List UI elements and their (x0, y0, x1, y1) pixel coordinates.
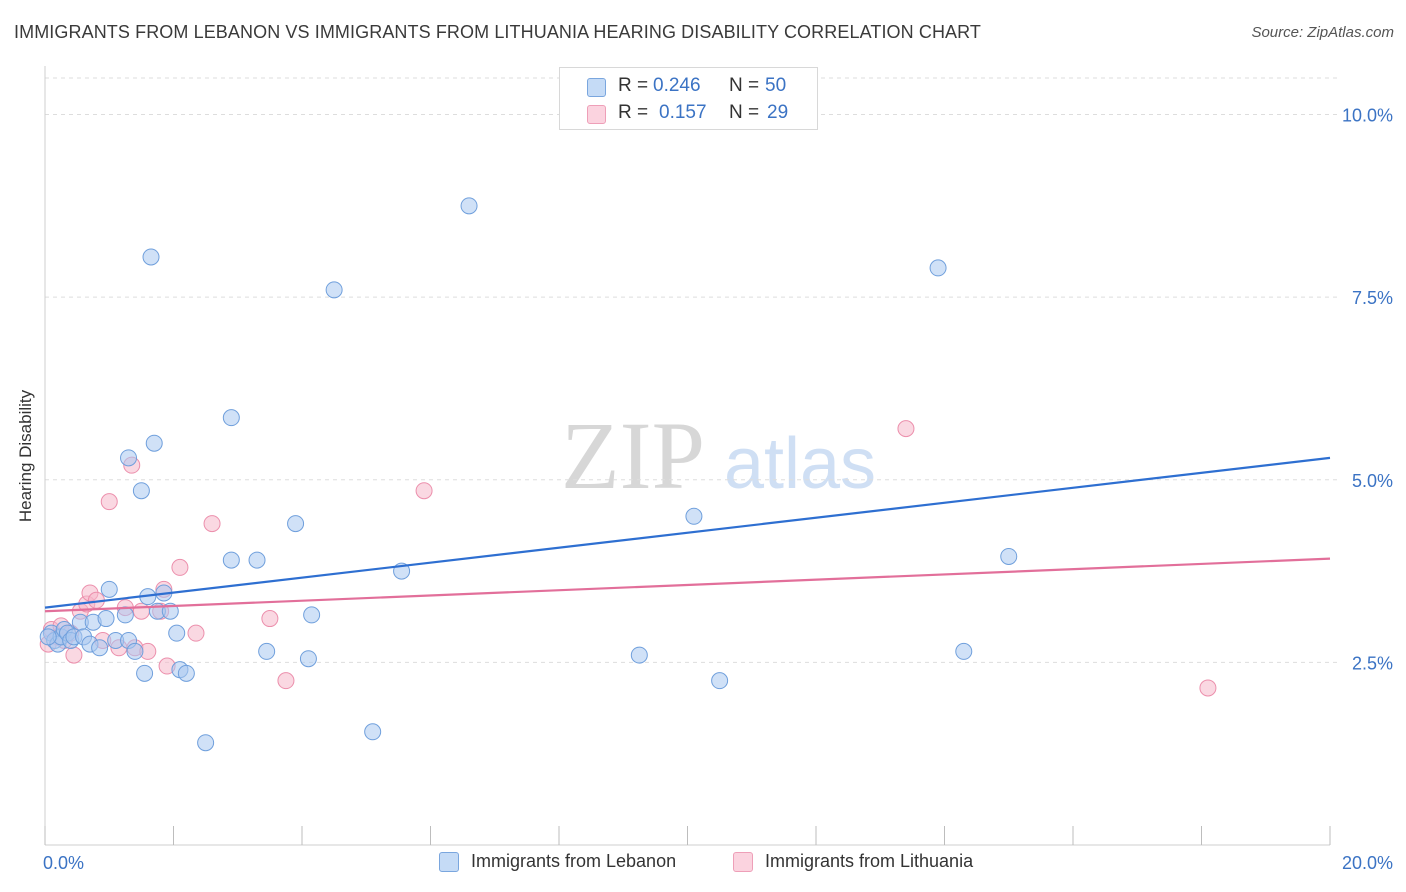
legend-row-lebanon: R = 0.246 N = 50 (560, 75, 817, 101)
data-point-lithuania (1199, 679, 1217, 697)
legend-label-lebanon: Immigrants from Lebanon (471, 851, 677, 871)
legend-n-label: N = (729, 102, 760, 123)
x-tick-label: 20.0% (1342, 853, 1393, 873)
data-point-lebanon (39, 628, 57, 646)
y-tick-label: 5.0% (1352, 471, 1393, 491)
legend-swatch-lebanon (439, 851, 459, 872)
data-point-lithuania (100, 493, 118, 511)
data-point-lithuania (187, 624, 205, 642)
data-point-lebanon (91, 639, 109, 657)
data-point-lebanon (364, 723, 382, 741)
data-point-lebanon (222, 551, 240, 569)
data-point-lebanon (145, 434, 163, 452)
x-tick-label: 0.0% (43, 853, 84, 873)
legend-swatch-lebanon (587, 78, 606, 97)
data-point-lebanon (136, 664, 154, 682)
legend-r-value: 0.246 (653, 75, 701, 96)
data-point-lebanon (100, 580, 118, 598)
data-point-lithuania (897, 420, 915, 438)
trend-line-lithuania (44, 557, 1331, 613)
data-point-lithuania (171, 558, 189, 576)
data-point-lebanon (711, 672, 729, 690)
data-point-lithuania (132, 602, 150, 620)
data-point-lebanon (116, 606, 134, 624)
legend-row-lithuania: R = 0.157 N = 29 (560, 102, 817, 128)
legend-item-lithuania[interactable]: Immigrants from Lithuania (733, 851, 973, 872)
legend-swatch-lithuania (733, 851, 753, 872)
legend-n-value: 29 (767, 102, 789, 123)
legend-n-value: 50 (765, 75, 787, 96)
legend-label-lithuania: Immigrants from Lithuania (765, 851, 974, 871)
data-point-lebanon (120, 449, 138, 467)
trend-line-lebanon (44, 456, 1331, 609)
data-point-lithuania (415, 482, 433, 500)
data-point-lebanon (222, 409, 240, 427)
y-tick-label: 10.0% (1342, 106, 1393, 126)
data-point-lithuania (203, 515, 221, 533)
data-point-lebanon (630, 646, 648, 664)
series-legend: Immigrants from Lebanon Immigrants from … (0, 851, 1406, 879)
chart-title: IMMIGRANTS FROM LEBANON VS IMMIGRANTS FR… (14, 22, 982, 42)
watermark-atlas: atlas (724, 424, 876, 504)
data-point-lebanon (955, 642, 973, 660)
correlation-legend: R = 0.246 N = 50 R = 0.157 N = 29 (559, 67, 818, 130)
data-point-lebanon (97, 610, 115, 628)
data-point-lebanon (287, 515, 305, 533)
y-tick-label: 2.5% (1352, 653, 1393, 673)
data-point-lebanon (132, 482, 150, 500)
data-point-lebanon (303, 606, 321, 624)
data-point-lebanon (929, 259, 947, 277)
y-tick-label: 7.5% (1352, 288, 1393, 308)
data-point-lebanon (325, 281, 343, 299)
legend-n-label: N = (729, 75, 760, 96)
data-point-lebanon (197, 734, 215, 752)
y-axis-label: Hearing Disability (16, 389, 35, 523)
data-point-lebanon (685, 507, 703, 525)
data-point-lithuania (277, 672, 295, 690)
data-point-lebanon (142, 248, 160, 266)
legend-r-label: R = (618, 102, 649, 123)
data-point-lebanon (299, 650, 317, 668)
data-point-lebanon (258, 642, 276, 660)
legend-swatch-lithuania (587, 105, 606, 124)
data-point-lebanon (126, 642, 144, 660)
data-point-lebanon (177, 664, 195, 682)
legend-r-value: 0.157 (659, 102, 707, 123)
legend-r-label: R = (618, 75, 649, 96)
watermark-zip: ZIP (561, 402, 705, 509)
data-point-lebanon (248, 551, 266, 569)
source-label: Source: ZipAtlas.com (1251, 24, 1394, 41)
data-point-lebanon (168, 624, 186, 642)
data-point-lebanon (460, 197, 478, 215)
legend-item-lebanon[interactable]: Immigrants from Lebanon (439, 851, 676, 872)
data-point-lebanon (1000, 547, 1018, 565)
data-point-lithuania (65, 646, 83, 664)
data-point-lithuania (261, 610, 279, 628)
